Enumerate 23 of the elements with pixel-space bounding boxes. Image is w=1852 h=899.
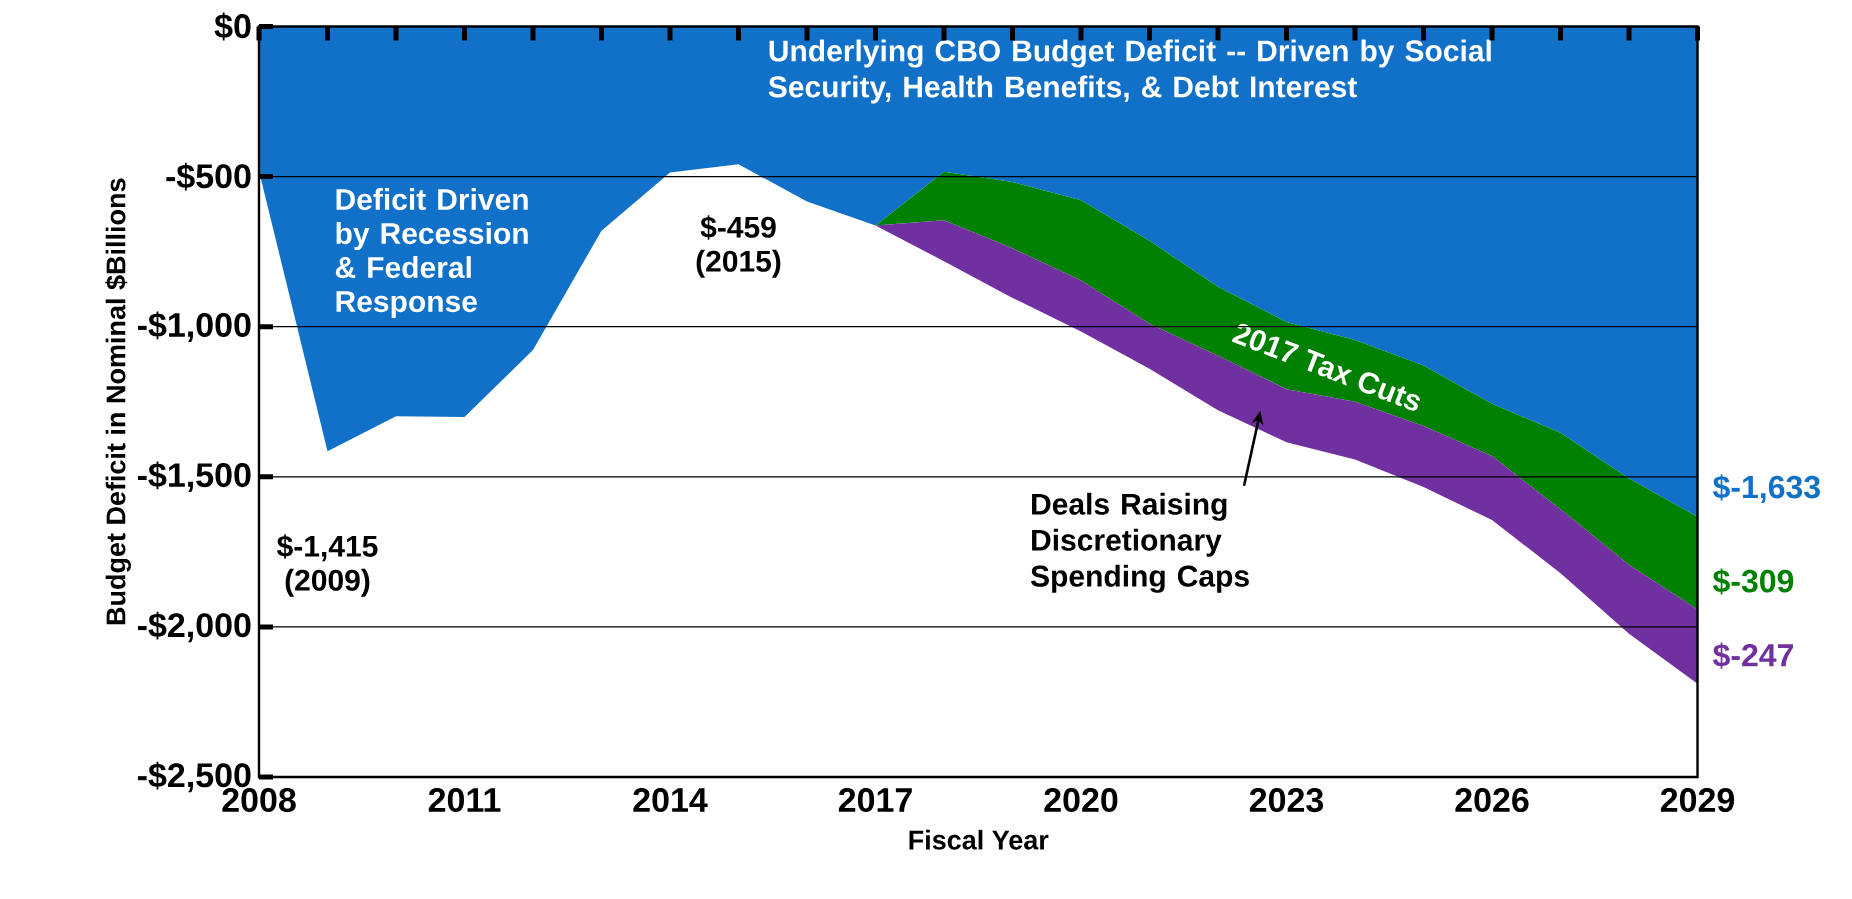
x-tick-label: 2020 — [1044, 788, 1118, 813]
x-tick-label: 2026 — [1455, 788, 1529, 813]
y-tick-label: -$1,500 — [137, 461, 251, 493]
text: Deals Raising Discretionary Spending Caps — [1030, 492, 1249, 593]
series-label: 2017 Tax Cuts — [1231, 323, 1420, 411]
x-tick-label: 2023 — [1249, 788, 1324, 813]
y-tick-label: $0 — [214, 12, 251, 41]
y-tick-label: -$1,000 — [137, 311, 251, 342]
series-label: Underlying CBO Budget Deficit -- Driven by Social Security, Health Benefits, & Debt Interest — [768, 39, 1491, 104]
x-tick-label: 2017 — [838, 788, 912, 813]
x-tick-label: 2029 — [1660, 788, 1735, 813]
data-label: $-309 — [1712, 568, 1794, 595]
y-tick-label: -$2,000 — [137, 611, 251, 643]
x-axis-title: Fiscal Year — [909, 829, 1049, 850]
data-label: $-247 — [1712, 642, 1793, 669]
x-tick-label: 2011 — [428, 788, 501, 813]
annotation: Deficit Driven by Recession & Federal Response — [335, 188, 528, 319]
y-axis-title: Budget Deficit in Nominal $Billions — [105, 178, 131, 625]
annotation: $-459 (2015) — [696, 215, 781, 278]
annotation: $-1,415 (2009) — [277, 534, 378, 597]
y-tick-label: -$500 — [166, 162, 251, 191]
data-label: $-1,633 — [1712, 474, 1820, 504]
x-tick-label: 2014 — [633, 788, 708, 813]
